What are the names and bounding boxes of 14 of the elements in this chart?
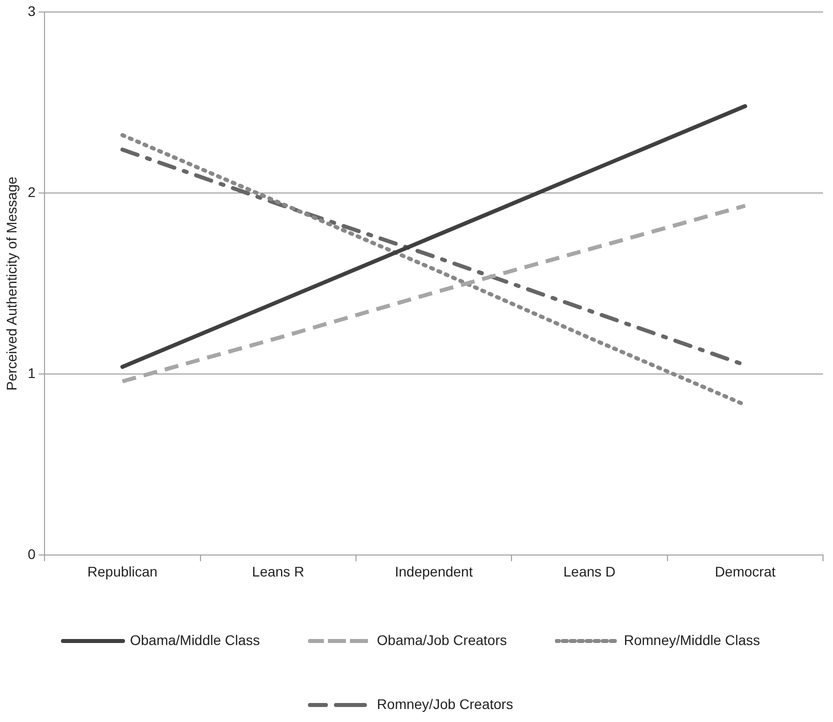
x-tick-label: Independent [394, 563, 473, 580]
x-tick-label: Leans R [252, 563, 304, 580]
legend-label: Obama/Middle Class [130, 632, 260, 648]
legend-label: Romney/Job Creators [376, 696, 514, 712]
y-tick-label: 2 [28, 184, 36, 200]
legend-label: Obama/Job Creators [376, 632, 507, 648]
x-tick-label: Leans D [563, 563, 616, 580]
y-tick-label: 3 [28, 2, 36, 19]
y-tick-label: 0 [28, 546, 36, 562]
x-tick-label: Republican [87, 563, 158, 580]
legend-label: Romney/Middle Class [624, 632, 760, 648]
x-tick-label: Democrat [714, 563, 776, 580]
y-tick-label: 1 [28, 364, 36, 381]
y-axis-title: Perceived Authenticity of Message [3, 176, 20, 391]
